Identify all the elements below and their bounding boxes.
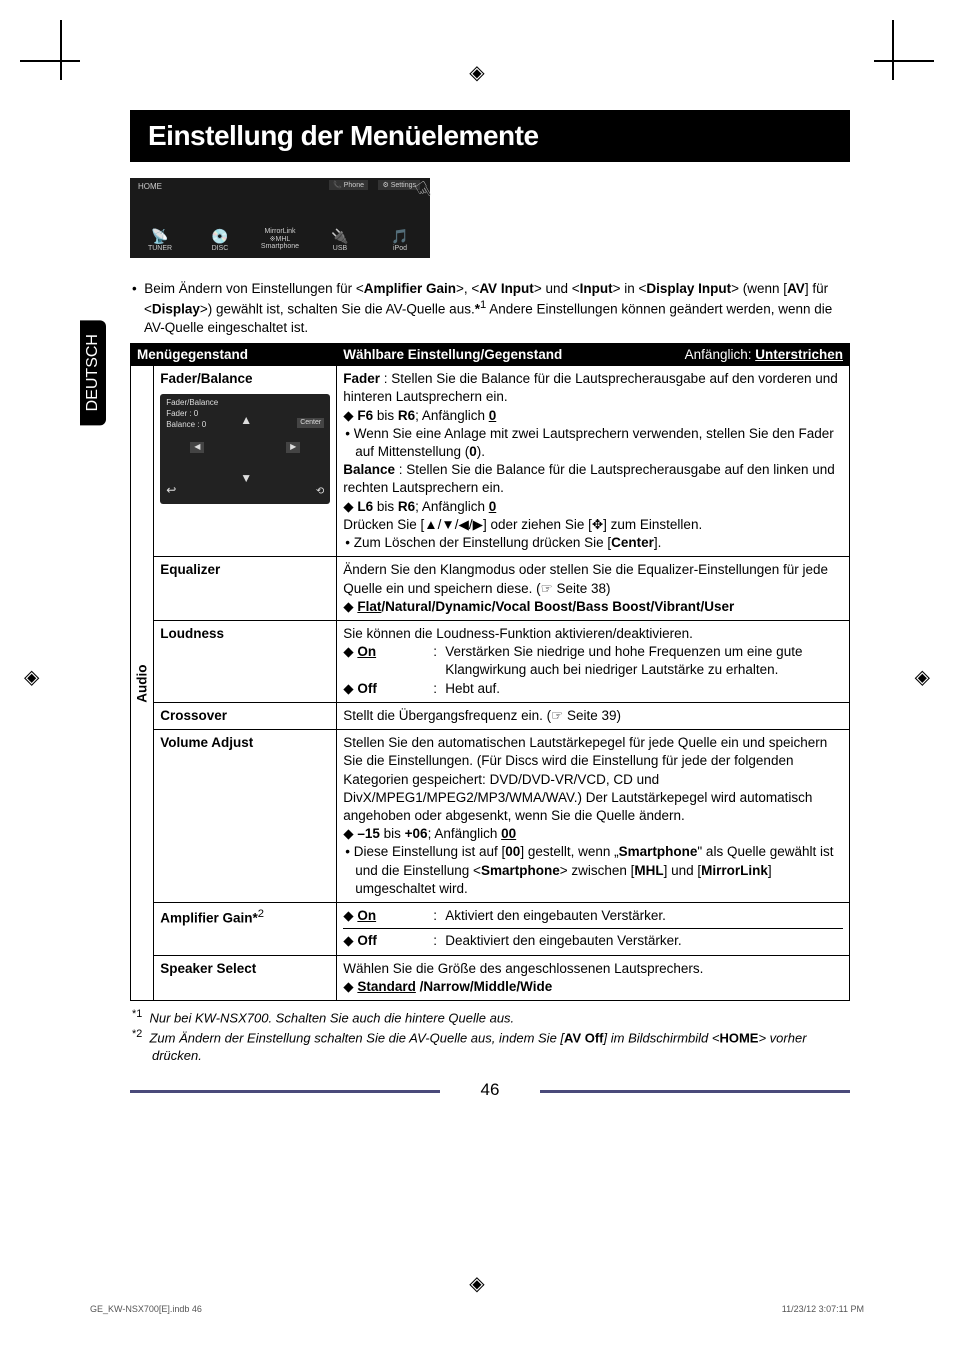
row-amplifier-gain: Amplifier Gain*2 <box>154 903 337 955</box>
settings-table: Menügegenstand Wählbare Einstellung/Gege… <box>130 343 850 1001</box>
hand-icon: ☟ <box>411 176 436 205</box>
section-audio: Audio <box>131 366 154 1001</box>
row-speaker-select: Speaker Select <box>154 955 337 1000</box>
registration-mark: ◈ <box>469 1271 484 1296</box>
print-footer: GE_KW-NSX700[E].indb 46 11/23/12 3:07:11… <box>90 1304 864 1314</box>
col-setting: Wählbare Einstellung/Gegenstand Anfängli… <box>337 344 850 366</box>
home-label: HOME <box>138 182 162 191</box>
desc-equalizer: Ändern Sie den Klangmodus oder stellen S… <box>337 557 850 621</box>
smartphone-icon: MirrorLink※MHLSmartphone <box>250 228 310 252</box>
tuner-icon: 📡TUNER <box>130 228 190 252</box>
desc-crossover: Stellt die Übergangsfrequenz ein. (☞ Sei… <box>337 702 850 729</box>
row-volume-adjust: Volume Adjust <box>154 730 337 903</box>
registration-mark: ◈ <box>469 60 484 85</box>
page-title: Einstellung der Menüelemente <box>130 110 850 162</box>
desc-speaker-select: Wählen Sie die Größe des angeschlossenen… <box>337 955 850 1000</box>
registration-mark: ◈ <box>24 665 39 690</box>
page-number: 46 <box>130 1080 850 1100</box>
registration-mark: ◈ <box>915 665 930 690</box>
row-loudness: Loudness <box>154 621 337 703</box>
desc-loudness: Sie können die Loudness-Funktion aktivie… <box>337 621 850 703</box>
col-item: Menügegenstand <box>131 344 337 366</box>
desc-fader-balance: Fader : Stellen Sie die Balance für die … <box>337 366 850 557</box>
desc-amplifier-gain: On:Aktiviert den eingebauten Verstärker.… <box>337 903 850 955</box>
ui-screenshot: HOME 📞 Phone ⚙ Settings ☟ 📡TUNER 💿DISC M… <box>130 178 430 258</box>
usb-icon: 🔌USB <box>310 228 370 252</box>
disc-icon: 💿DISC <box>190 228 250 252</box>
language-tab: DEUTSCH <box>80 320 106 425</box>
row-fader-balance: Fader/Balance Fader/BalanceFader : 0Bala… <box>154 366 337 557</box>
row-crossover: Crossover <box>154 702 337 729</box>
row-equalizer: Equalizer <box>154 557 337 621</box>
footnotes: *1 Nur bei KW-NSX700. Schalten Sie auch … <box>130 1007 850 1064</box>
intro-text: • Beim Ändern von Einstellungen für <Amp… <box>130 280 850 337</box>
desc-volume-adjust: Stellen Sie den automatischen Lautstärke… <box>337 730 850 903</box>
ipod-icon: 🎵iPod <box>370 228 430 252</box>
fader-balance-diagram: Fader/BalanceFader : 0Balance : 0 Center… <box>160 394 330 504</box>
phone-button: 📞 Phone <box>329 180 368 190</box>
